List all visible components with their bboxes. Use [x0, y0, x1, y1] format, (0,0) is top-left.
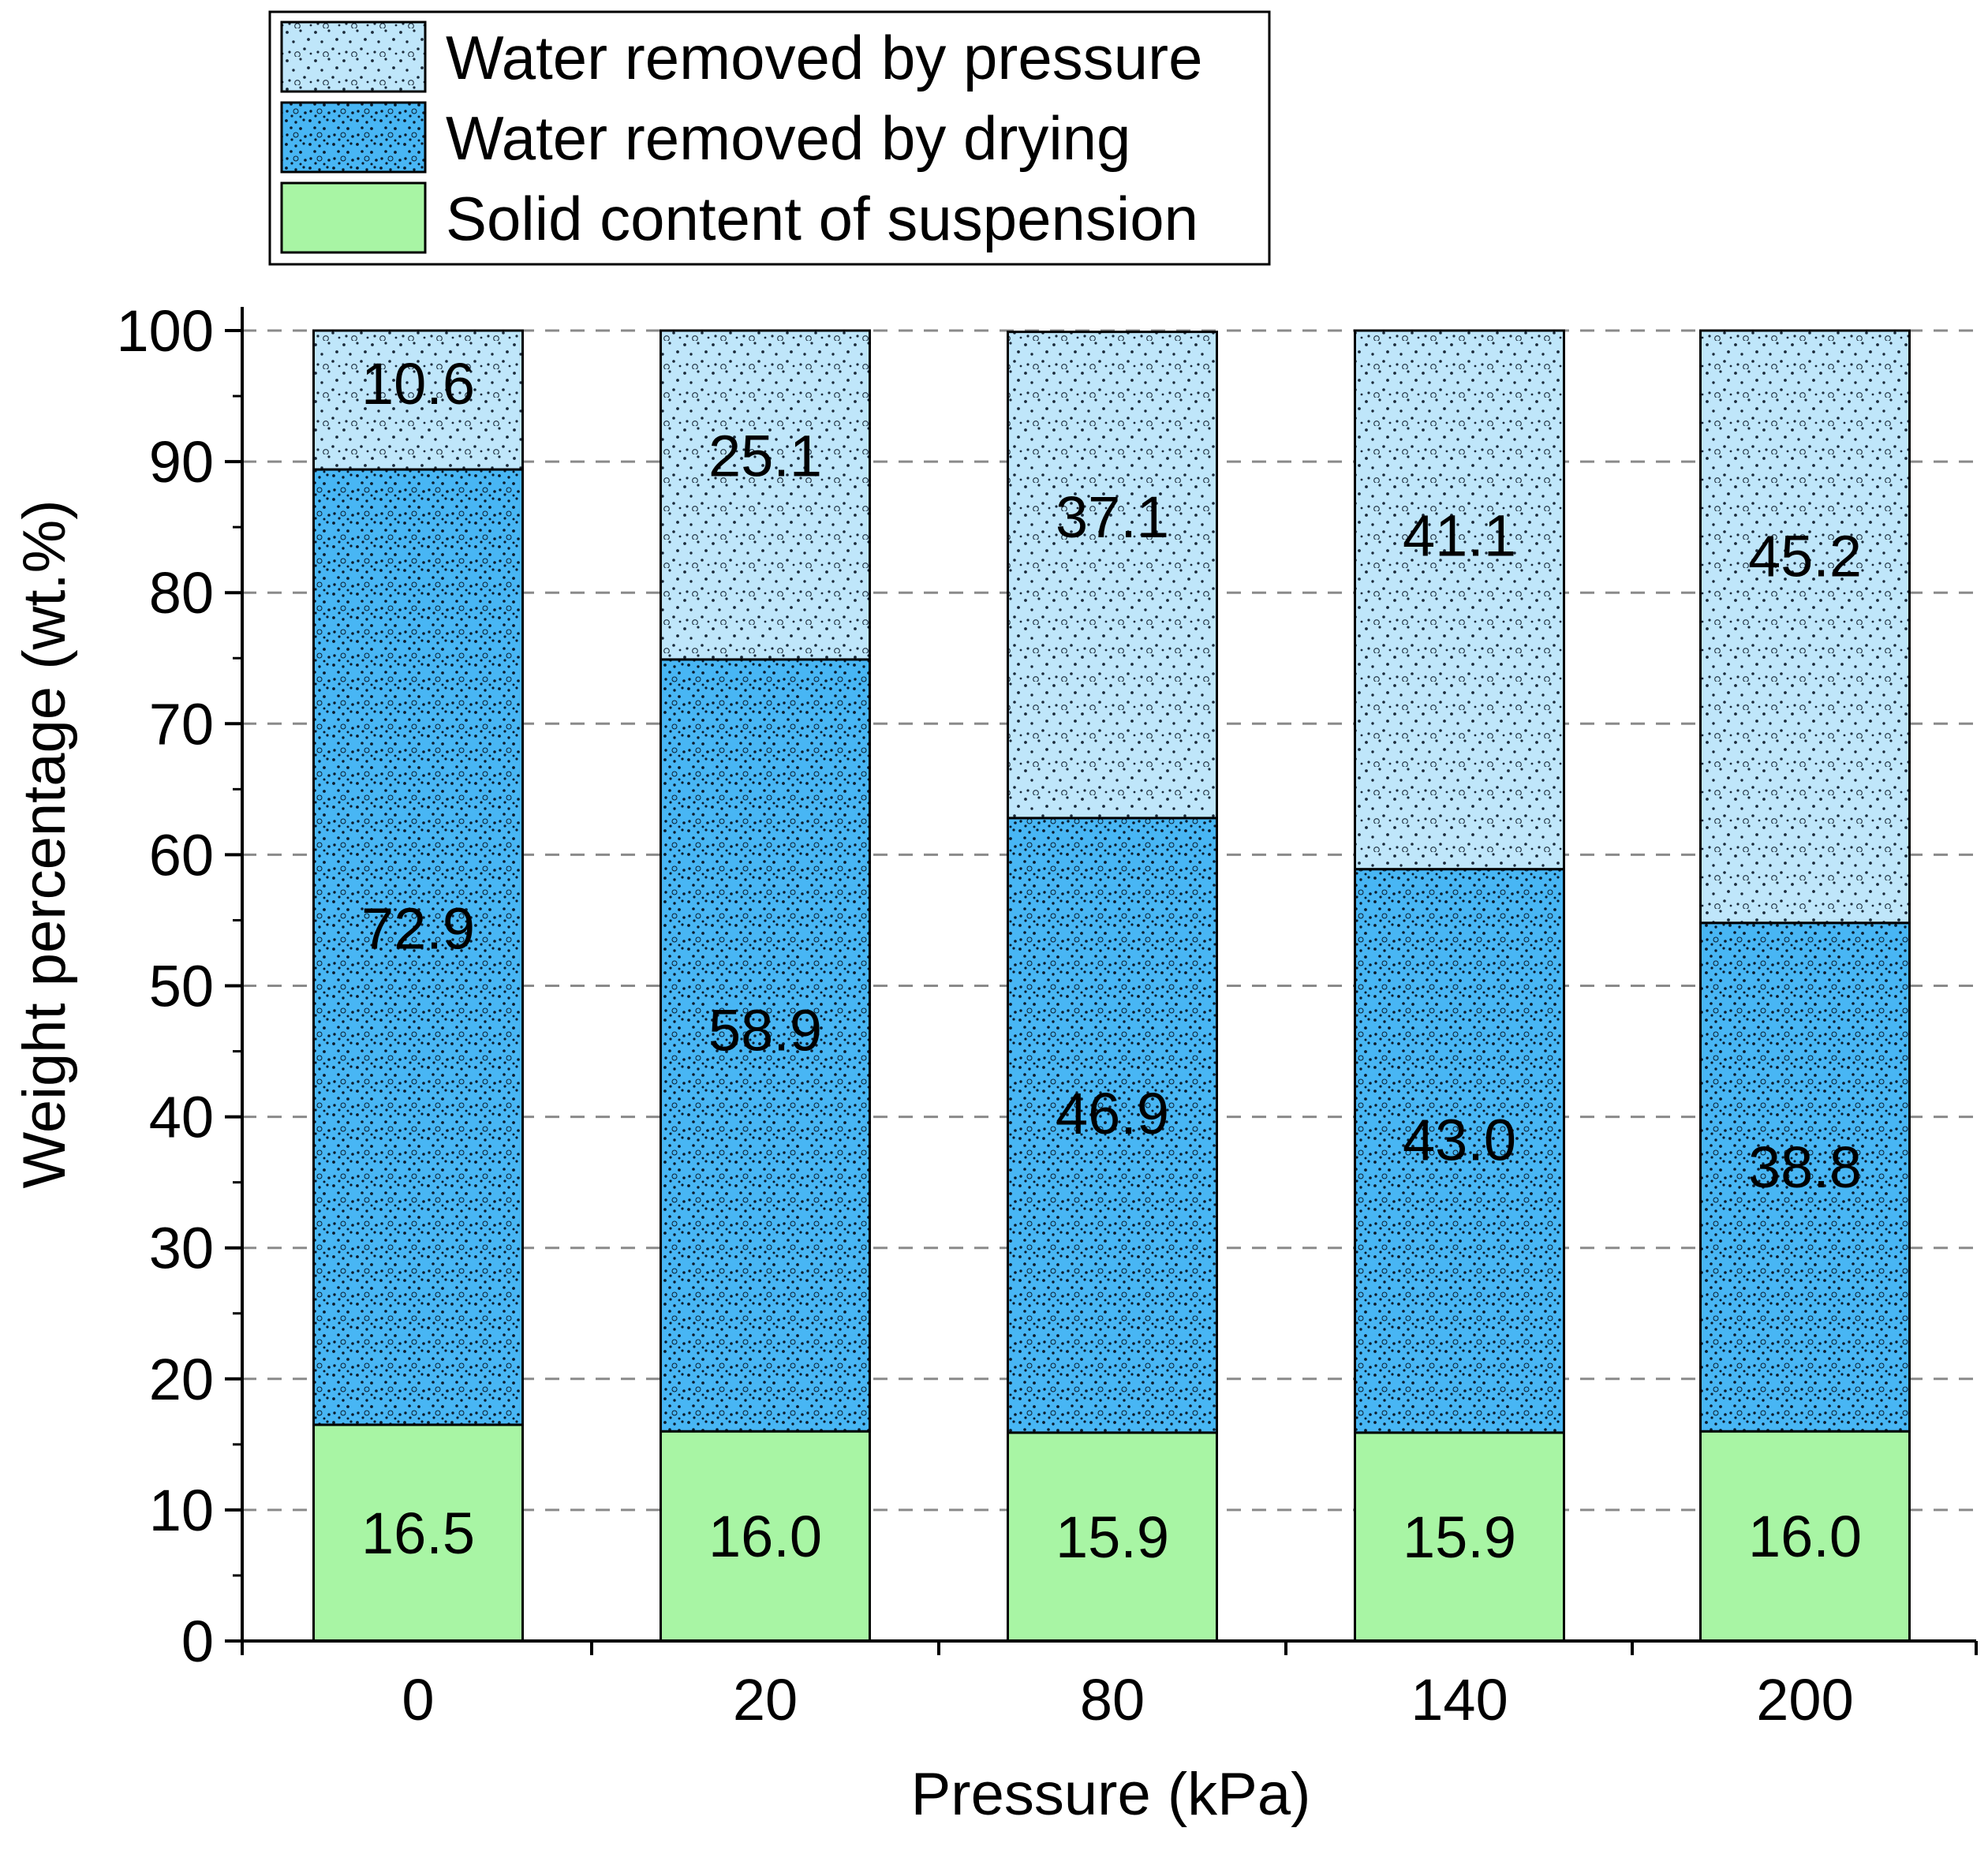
- bar-segment: [1699, 329, 1911, 925]
- bar-segment: [1354, 329, 1565, 871]
- bar-segment: [312, 1423, 524, 1643]
- data-label: 25.1: [708, 423, 822, 488]
- legend-label: Solid content of suspension: [446, 184, 1198, 253]
- legend-box: [268, 10, 1271, 266]
- data-label: 16.5: [361, 1501, 475, 1566]
- y-tick-label: 100: [117, 298, 214, 364]
- y-tick-label: 80: [149, 560, 214, 626]
- bar-segment: [660, 1430, 871, 1643]
- bar-segment: [660, 658, 871, 1433]
- bar-segment: [312, 468, 524, 1426]
- x-tick-label: 200: [1756, 1667, 1853, 1733]
- y-tick-label: 90: [149, 429, 214, 495]
- bar-segment: [312, 329, 524, 471]
- x-tick-label: 20: [733, 1667, 798, 1733]
- data-label: 41.1: [1403, 503, 1516, 568]
- legend-swatch: [280, 181, 427, 254]
- data-label: 43.0: [1403, 1108, 1516, 1173]
- bar-segment: [1007, 331, 1218, 820]
- bar-segment: [660, 329, 871, 661]
- x-tick-label: 140: [1411, 1667, 1508, 1733]
- bar-segment: [1699, 921, 1911, 1433]
- data-label: 15.9: [1403, 1505, 1516, 1570]
- data-label: 58.9: [708, 998, 822, 1063]
- data-label: 45.2: [1748, 523, 1862, 589]
- y-tick-label: 10: [149, 1478, 214, 1543]
- legend-swatch: [280, 21, 427, 93]
- bar-segment: [1354, 868, 1565, 1434]
- y-tick-label: 30: [149, 1216, 214, 1281]
- data-label: 16.0: [708, 1504, 822, 1569]
- axes: 0 10 20 30 40 50 60 70 80 90 100 0 20 80 140 200: [117, 298, 1978, 1733]
- legend-swatch: [280, 101, 427, 174]
- y-tick-label: 20: [149, 1347, 214, 1412]
- x-tick-label: 80: [1080, 1667, 1145, 1733]
- data-label: 38.8: [1748, 1134, 1862, 1200]
- y-tick-label: 40: [149, 1085, 214, 1150]
- data-label: 10.6: [361, 351, 475, 417]
- bar-segment: [1699, 1430, 1911, 1643]
- x-axis-title: Pressure (kPa): [911, 1761, 1311, 1828]
- data-label: 16.0: [1748, 1504, 1862, 1569]
- chart-legend: Water removed by pressure Water removed b…: [268, 10, 1271, 266]
- data-label: 37.1: [1056, 484, 1169, 550]
- y-axis-title: Weight percentage (wt.%): [11, 500, 78, 1189]
- bar-segment: [1007, 1431, 1218, 1643]
- legend-label: Water removed by pressure: [446, 23, 1202, 92]
- y-tick-label: 0: [181, 1609, 214, 1674]
- y-tick-label: 50: [149, 954, 214, 1019]
- bar-segment: [1007, 817, 1218, 1434]
- y-tick-label: 60: [149, 822, 214, 888]
- data-label: 46.9: [1056, 1081, 1169, 1146]
- bars: 16.5 72.9 10.6 16.0 58.9 25.1 15.9 46.9 37.1 15.9…: [312, 329, 1911, 1643]
- data-label: 15.9: [1056, 1505, 1169, 1570]
- data-label: 72.9: [361, 895, 475, 961]
- legend-label: Water removed by drying: [446, 103, 1130, 173]
- bar-segment: [1354, 1431, 1565, 1643]
- y-tick-label: 70: [149, 691, 214, 757]
- x-tick-label: 0: [402, 1667, 434, 1733]
